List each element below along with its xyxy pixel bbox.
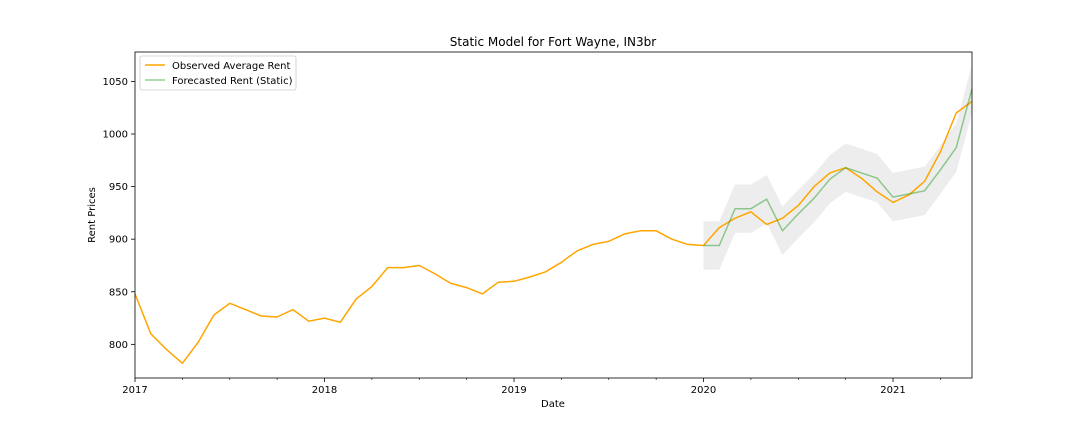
y-tick-label: 800 (109, 340, 128, 351)
y-tick-label: 1000 (103, 130, 128, 141)
chart-title: Static Model for Fort Wayne, IN3br (450, 35, 656, 49)
series-line-forecast (703, 88, 973, 247)
x-tick-label: 2017 (122, 385, 147, 396)
plot-area (134, 64, 973, 365)
y-tick-label: 1050 (103, 77, 128, 88)
series-line-observed (134, 100, 973, 365)
x-tick-label: 2021 (880, 385, 905, 396)
y-tick-label: 950 (109, 182, 128, 193)
x-tick-label: 2019 (501, 385, 526, 396)
y-axis-label: Rent Prices (87, 187, 98, 243)
x-tick-label: 2018 (312, 385, 337, 396)
x-axis-label: Date (541, 399, 565, 410)
legend-label-observed: Observed Average Rent (172, 61, 291, 72)
legend: Observed Average Rent Forecasted Rent (S… (139, 55, 297, 91)
legend-box (139, 55, 297, 91)
y-tick-label: 900 (109, 235, 128, 246)
forecast-confidence-band (703, 64, 972, 270)
x-tick-label: 2020 (691, 385, 716, 396)
plot-frame (134, 51, 973, 379)
y-tick-label: 850 (109, 287, 128, 298)
axes: 800 850 900 950 1000 1050 2017 2018 2019 2020 2021 (103, 77, 941, 396)
legend-label-forecast: Forecasted Rent (Static) (172, 76, 293, 87)
